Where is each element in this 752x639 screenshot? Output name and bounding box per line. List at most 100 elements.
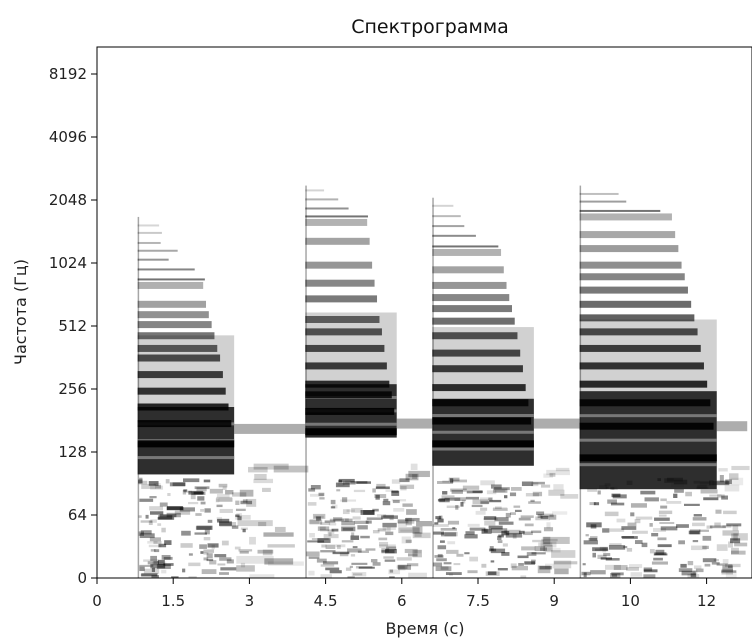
grain-mark (504, 529, 521, 535)
grain-mark (490, 484, 502, 489)
grain-mark (347, 548, 362, 553)
x-axis-label: Время (с) (385, 619, 464, 638)
harmonic-band (137, 420, 232, 428)
grain-mark (316, 558, 327, 563)
grain-mark (695, 568, 704, 573)
plot-frame (96, 46, 752, 579)
grain-mark (360, 535, 370, 539)
harmonic-band (432, 399, 529, 407)
grain-mark (389, 518, 394, 521)
harmonic-streak (432, 225, 465, 228)
grain-mark (512, 533, 517, 539)
grain-mark (237, 516, 242, 521)
grain-mark (605, 558, 620, 561)
gap-region (716, 421, 750, 578)
grain-mark (196, 525, 213, 530)
noise-mark (716, 544, 728, 551)
harmonic-band (137, 387, 226, 395)
grain-mark (340, 499, 357, 502)
grain-mark (462, 485, 480, 490)
grain-mark (483, 518, 499, 521)
grain-mark (188, 562, 201, 567)
grain-mark (678, 540, 685, 545)
grain-mark (611, 493, 621, 498)
harmonic-band (432, 248, 502, 256)
grain-mark (443, 562, 452, 565)
grain-mark (523, 531, 533, 536)
harmonic-band (305, 344, 385, 352)
grain-mark (587, 488, 598, 492)
harmonic-band (579, 422, 714, 430)
noise-mark (731, 533, 738, 541)
grain-mark (690, 573, 697, 578)
grain-mark (626, 567, 639, 571)
grain-mark (325, 544, 336, 549)
grain-mark (702, 558, 717, 563)
grain-mark (494, 489, 506, 493)
x-tick-label: 0 (92, 592, 102, 610)
grain-mark (328, 523, 337, 526)
grain-mark (203, 557, 209, 561)
noise-mark (543, 544, 553, 552)
harmonic-streak (137, 258, 169, 261)
harmonic-band (305, 261, 373, 269)
noise-mark (263, 532, 294, 537)
grain-mark (203, 552, 209, 555)
grain-mark (465, 496, 480, 500)
grain-mark (590, 536, 598, 541)
grain-mark (649, 523, 653, 527)
grain-mark (151, 575, 159, 578)
grain-mark (442, 480, 450, 483)
grain-mark (722, 525, 732, 528)
noise-mark (731, 550, 746, 555)
grain-mark (437, 545, 447, 550)
noise-mark (408, 572, 427, 578)
grain-mark (320, 522, 331, 525)
harmonic-band (305, 362, 387, 370)
grain-mark (435, 516, 441, 520)
grain-mark (157, 523, 162, 526)
grain-mark (308, 488, 316, 492)
grain-mark (159, 514, 177, 518)
noise-mark (718, 468, 728, 472)
grain-mark (521, 481, 534, 487)
noise-mark (544, 563, 555, 569)
grain-mark (439, 540, 445, 543)
grain-mark (644, 497, 659, 502)
grain-mark (715, 509, 722, 514)
grain-mark (466, 490, 483, 494)
grain-mark (480, 480, 495, 486)
grain-mark (597, 490, 601, 495)
grain-mark (156, 564, 171, 569)
grain-mark (385, 489, 393, 492)
grain-mark (158, 543, 167, 548)
grain-mark (437, 553, 443, 558)
y-tick-label: 256 (58, 380, 87, 398)
grain-mark (480, 501, 490, 504)
grain-mark (510, 563, 517, 569)
grain-mark (626, 547, 633, 552)
grain-mark (526, 552, 537, 556)
noise-mark (553, 561, 578, 565)
noise-mark (398, 566, 406, 571)
grain-mark (610, 502, 625, 506)
noise-mark (235, 514, 251, 520)
grain-mark (139, 498, 154, 502)
grain-mark (721, 570, 737, 573)
grain-mark (188, 553, 193, 556)
grain-mark (329, 518, 345, 522)
grain-mark (138, 515, 142, 518)
noise-mark (273, 465, 309, 473)
grain-mark (469, 527, 486, 531)
grain-mark (472, 499, 489, 505)
grain-mark (195, 513, 202, 516)
grain-mark (376, 483, 386, 489)
grain-mark (634, 519, 641, 524)
grain-mark (341, 497, 348, 503)
sound-segment (137, 216, 253, 578)
grain-mark (590, 570, 606, 575)
grain-mark (308, 519, 320, 524)
grain-mark (339, 552, 349, 557)
grain-mark (541, 538, 558, 542)
grain-mark (494, 517, 509, 522)
